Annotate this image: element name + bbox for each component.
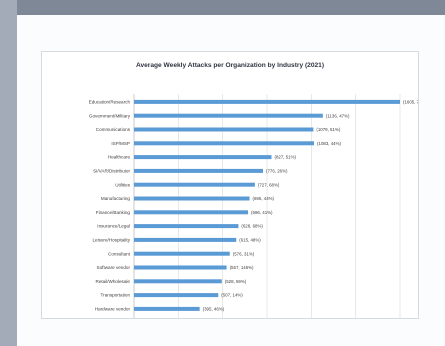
data-label: (776, 26%) [266, 169, 288, 174]
data-label: (576, 31%) [233, 251, 255, 256]
data-label: (1605, 75%) [403, 100, 418, 105]
category-label: SI/VAR/Distributor [93, 169, 130, 174]
bar [134, 155, 272, 160]
bar-chart: Education/Research (1605, 75%) Government/… [89, 94, 418, 318]
category-label: Utilities [115, 182, 131, 187]
category-label: Education/Research [89, 100, 131, 105]
bar [134, 237, 237, 242]
bar [134, 113, 323, 118]
data-label: (395, 46%) [203, 307, 225, 312]
bar [134, 127, 314, 132]
category-label: Finance/Banking [96, 210, 131, 215]
data-label: (615, 48%) [239, 238, 261, 243]
category-label: Retail/Wholesale [96, 279, 131, 284]
bar [134, 306, 200, 311]
data-label: (695, 44%) [253, 196, 275, 201]
bar [134, 210, 249, 215]
chart-title: Average Weekly Attacks per Organization … [135, 62, 325, 69]
category-label: Consultant [108, 251, 131, 256]
bar [134, 224, 239, 229]
category-label: Hardware vendor [95, 307, 131, 312]
chart-container: Average Weekly Attacks per Organization … [41, 51, 419, 319]
bar [134, 279, 222, 284]
category-label: Communications [96, 127, 131, 132]
data-label: (727, 68%) [258, 182, 280, 187]
category-label: Healthcare [108, 155, 131, 160]
data-label: (557, 146%) [230, 265, 254, 270]
bar [134, 99, 400, 104]
category-label: Insurance/Legal [97, 224, 130, 229]
data-label: (827, 51%) [274, 155, 296, 160]
data-label: (507, 14%) [221, 293, 243, 298]
data-label: (1136, 47%) [326, 113, 350, 118]
bar [134, 265, 227, 270]
bar [134, 168, 264, 173]
data-label: (628, 68%) [241, 224, 263, 229]
data-label: (1083, 44%) [317, 141, 341, 146]
data-label: (686, 41%) [251, 210, 273, 215]
bar [134, 196, 250, 201]
document-page: Average Weekly Attacks per Organization … [17, 15, 445, 346]
category-label: Software vendor [97, 265, 131, 270]
category-label: Government/Military [89, 113, 131, 118]
bar [134, 251, 230, 256]
data-label: (528, 59%) [225, 279, 247, 284]
bar [134, 293, 219, 298]
bar [134, 182, 255, 187]
category-label: Leisure/Hospitality [92, 238, 130, 243]
category-label: ISP/MSP [111, 141, 130, 146]
category-label: Transportation [101, 293, 131, 298]
category-label: Manufacturing [101, 196, 131, 201]
data-label: (1079, 51%) [316, 127, 340, 132]
window-left-bar [0, 0, 17, 346]
bar [134, 141, 315, 146]
window-top-bar [0, 0, 445, 15]
